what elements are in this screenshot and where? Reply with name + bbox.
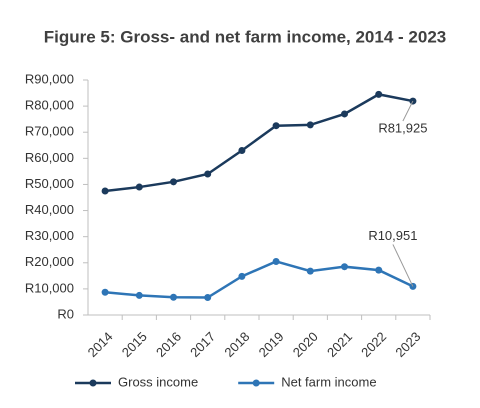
series-line (104, 260, 414, 299)
data-point (101, 288, 109, 296)
y-tick-label: R50,000 (25, 176, 74, 191)
y-tick-label: R10,000 (25, 280, 74, 295)
data-point (306, 267, 314, 275)
x-tick-label: 2014 (85, 329, 116, 360)
data-point (341, 263, 348, 271)
data-point (306, 121, 314, 129)
y-tick-label: R0 (57, 306, 74, 321)
data-point (238, 272, 246, 280)
y-tick-label: R30,000 (25, 228, 74, 243)
x-tick-label: 2021 (324, 329, 355, 360)
data-point (375, 266, 383, 274)
y-tick-label: R80,000 (25, 98, 74, 113)
series-line (104, 93, 414, 193)
legend-label: Gross income (118, 374, 198, 389)
data-point (170, 178, 177, 186)
x-tick-label: 2016 (153, 329, 184, 360)
data-point (204, 170, 212, 178)
y-tick-label: R40,000 (25, 202, 74, 217)
data-point (375, 90, 383, 98)
x-tick-label: 2017 (187, 329, 218, 360)
data-point (135, 183, 143, 191)
y-tick-label: R20,000 (25, 254, 74, 269)
legend-marker (89, 379, 97, 387)
x-tick-label: 2020 (290, 329, 321, 360)
data-point (101, 187, 109, 195)
data-point (341, 110, 348, 118)
chart-title: Figure 5: Gross- and net farm income, 20… (44, 27, 446, 46)
x-tick-label: 2015 (119, 329, 150, 360)
y-tick-label: R90,000 (25, 71, 74, 86)
data-point (272, 122, 280, 130)
data-label: R81,925 (378, 121, 427, 136)
x-tick-label: 2019 (256, 329, 287, 360)
data-point (238, 147, 246, 154)
data-point (204, 294, 212, 302)
data-point (170, 293, 177, 301)
leader-line (402, 100, 414, 122)
y-tick-label: R60,000 (25, 150, 74, 165)
data-point (272, 257, 280, 265)
data-label: R10,951 (368, 228, 417, 243)
y-tick-label: R70,000 (25, 124, 74, 139)
legend-marker (252, 379, 260, 387)
x-tick-label: 2023 (392, 329, 423, 360)
x-tick-label: 2022 (358, 329, 389, 360)
leader-line (392, 244, 414, 287)
data-point (135, 291, 143, 299)
legend-label: Net farm income (281, 374, 376, 389)
x-tick-label: 2018 (221, 329, 252, 360)
